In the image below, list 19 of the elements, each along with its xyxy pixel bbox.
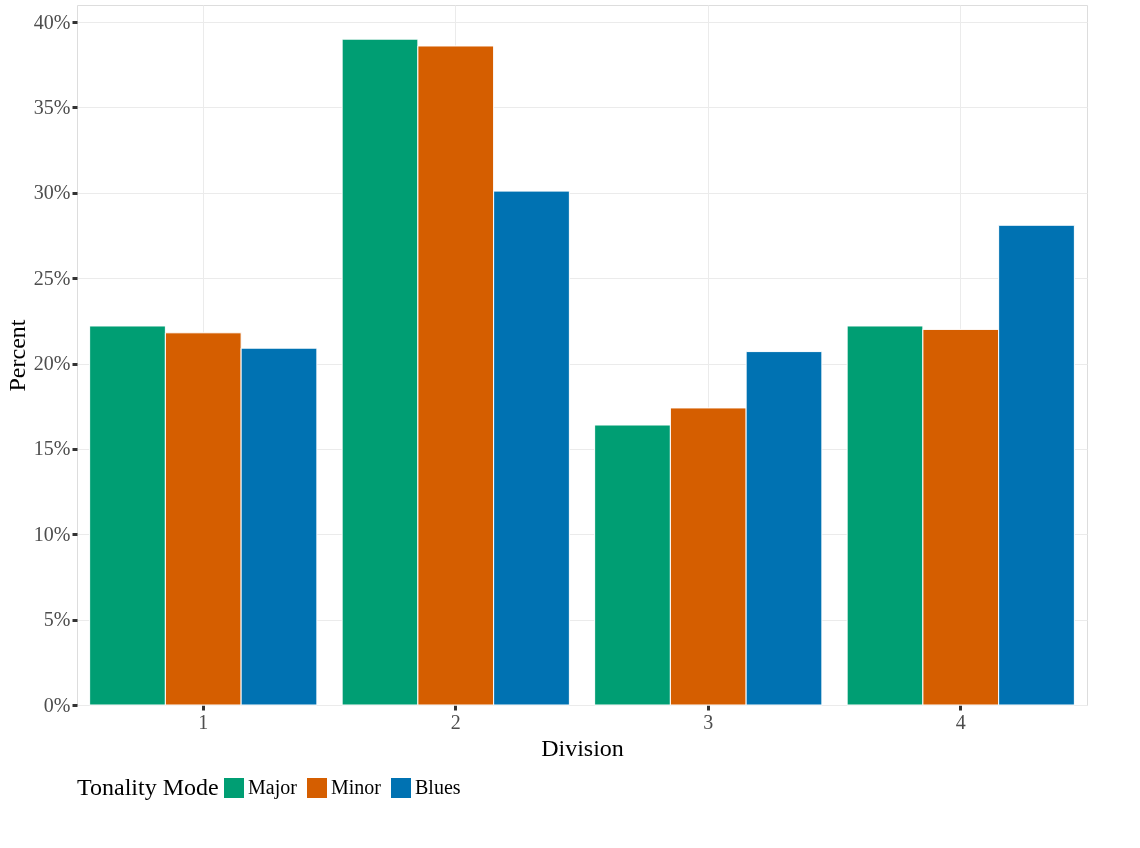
legend-title: Tonality Mode (77, 774, 219, 800)
y-tick-label: 15% (33, 437, 71, 460)
legend-label: Major (248, 776, 298, 799)
legend-label: Blues (415, 776, 461, 798)
y-tick-label: 25% (33, 266, 71, 289)
x-tick-label: 2 (450, 710, 461, 733)
y-tick-label: 20% (33, 352, 71, 375)
y-tick-label: 30% (33, 181, 71, 204)
legend-label: Minor (331, 776, 382, 798)
y-tick-label: 0% (43, 693, 71, 716)
x-tick-label: 1 (198, 710, 209, 733)
x-tick-label: 3 (703, 710, 714, 733)
y-tick-label: 35% (33, 95, 71, 118)
x-tick-label: 4 (955, 710, 966, 733)
y-tick-label: 10% (33, 522, 71, 545)
x-axis-title: Division (541, 734, 624, 761)
y-tick-label: 5% (43, 608, 71, 631)
y-axis-title: Percent (3, 319, 30, 392)
y-tick-label: 40% (33, 10, 71, 33)
